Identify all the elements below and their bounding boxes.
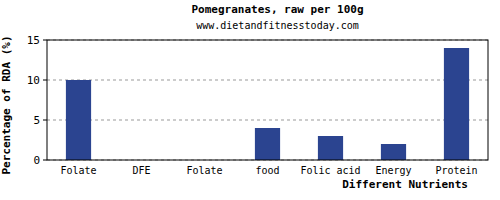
x-tick-label: Folate — [60, 165, 96, 176]
bar — [255, 128, 280, 160]
bar — [318, 136, 343, 160]
plot-frame — [47, 40, 488, 160]
bar — [66, 80, 91, 160]
y-tick-label: 10 — [27, 74, 40, 87]
x-tick-label: Folic acid — [300, 165, 360, 176]
y-tick — [43, 120, 47, 121]
grid-line — [47, 80, 488, 81]
y-tick — [43, 160, 47, 161]
subtitle: www.dietandfitnesstoday.com — [196, 20, 359, 31]
y-tick — [43, 80, 47, 81]
x-tick-label: DFE — [132, 165, 150, 176]
y-tick — [43, 40, 47, 41]
y-tick-label: 5 — [33, 114, 40, 127]
bar — [381, 144, 406, 160]
y-axis-label: Percentage of RDA (%) — [0, 35, 13, 174]
x-tick-label: Folate — [186, 165, 222, 176]
chart-container: Pomegranates, raw per 100g www.dietandfit… — [0, 0, 500, 200]
x-tick-label: Energy — [375, 165, 411, 176]
bars — [66, 48, 469, 160]
title: Pomegranates, raw per 100g — [191, 3, 363, 16]
grid-line — [47, 120, 488, 121]
bar — [444, 48, 469, 160]
y-tick-label: 15 — [27, 34, 40, 47]
x-axis-label: Different Nutrients — [342, 178, 468, 191]
y-tick-label: 0 — [33, 154, 40, 167]
x-tick-label: food — [255, 165, 279, 176]
chart-svg: Pomegranates, raw per 100g www.dietandfit… — [0, 0, 500, 200]
x-tick-label: Protein — [435, 165, 477, 176]
